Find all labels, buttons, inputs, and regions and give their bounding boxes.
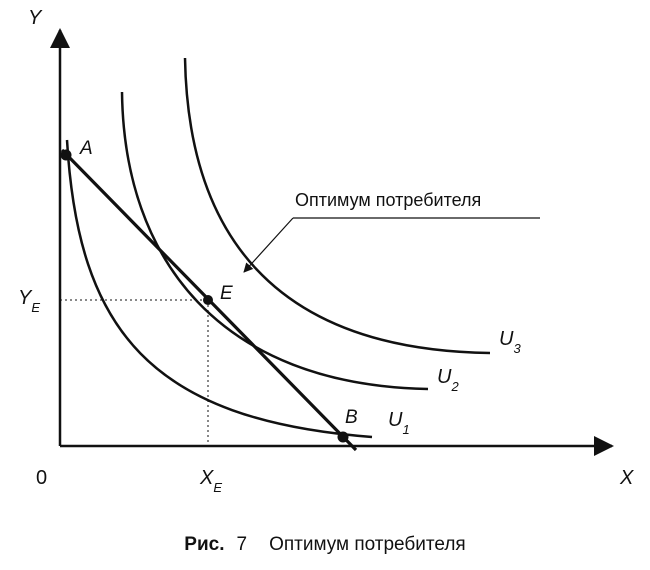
x-axis-label: X <box>619 467 634 489</box>
caption-label: Рис. <box>184 534 225 555</box>
indifference-curve-u2 <box>120 91 429 391</box>
origin-label: 0 <box>36 467 47 489</box>
curve-u2-label: U2 <box>437 366 459 394</box>
figure-caption: Рис. 7 Оптимум потребителя <box>0 534 650 556</box>
y-axis-label: Y <box>28 7 43 29</box>
curve-u1-label: U1 <box>388 409 410 437</box>
indifference-curve-u1 <box>65 139 373 439</box>
point-a-marker <box>60 149 72 161</box>
optimum-callout-text: Оптимум потребителя <box>295 190 481 210</box>
point-a-label: A <box>79 138 93 159</box>
x-equilibrium-label: XE <box>199 467 222 495</box>
point-b-label: B <box>345 407 358 428</box>
curve-u3-label: U3 <box>499 328 521 356</box>
point-e-label: E <box>220 283 233 304</box>
callout-arrow <box>243 217 294 273</box>
point-e-marker <box>203 295 213 305</box>
point-b-marker <box>337 431 349 443</box>
indifference-curve-u3 <box>183 57 491 355</box>
caption-number: 7 <box>236 534 248 555</box>
caption-text: Оптимум потребителя <box>269 534 466 555</box>
y-equilibrium-label: YE <box>18 287 40 315</box>
